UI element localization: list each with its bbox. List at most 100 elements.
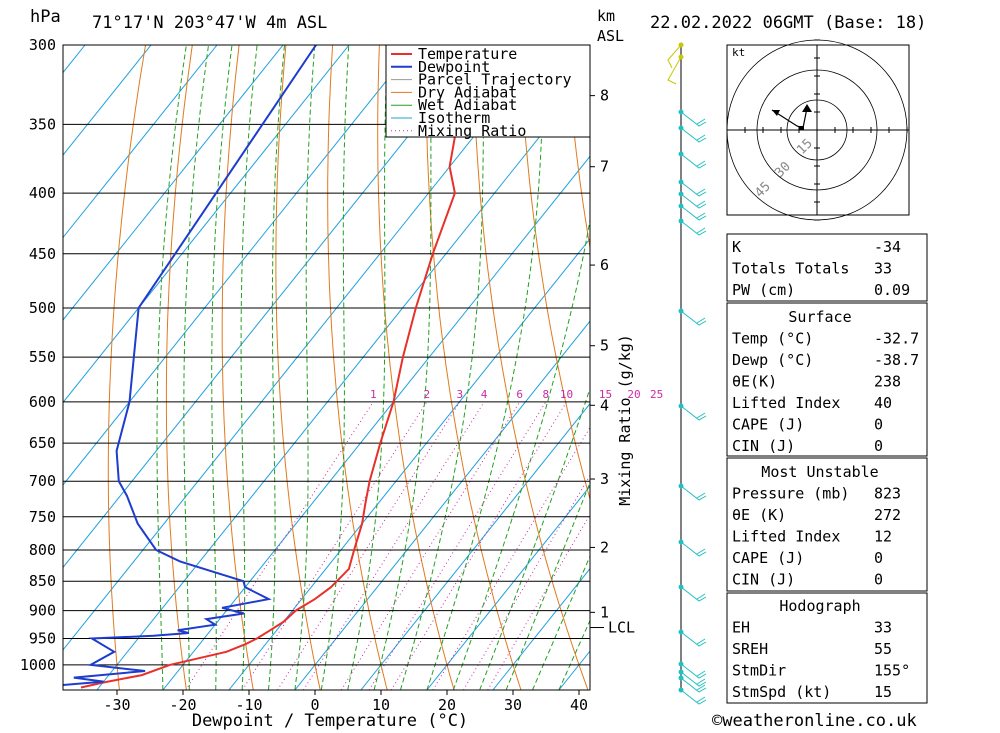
- wet-adiabat-line: [479, 387, 590, 690]
- table-row-value: 33: [874, 619, 892, 637]
- isotherm-line: [426, 485, 590, 690]
- dry-adiabat-line: [107, 45, 146, 690]
- pressure-tick-label: 750: [29, 508, 56, 526]
- table-row-label: Lifted Index: [732, 528, 840, 546]
- pressure-tick-label: 300: [29, 36, 56, 54]
- wind-barb: [680, 663, 707, 679]
- x-tick-label: 30: [504, 696, 522, 714]
- km-tick-label: 1: [600, 603, 609, 621]
- table-row-value: 0: [874, 416, 883, 434]
- pressure-tick-label: 950: [29, 629, 56, 647]
- hodograph-unit: kt: [732, 46, 745, 59]
- table-row-value: 238: [874, 373, 901, 391]
- mixing-ratio-line: [277, 401, 461, 690]
- pressure-tick-label: 500: [29, 299, 56, 317]
- km-tick-label: 6: [600, 256, 609, 274]
- wet-adiabat-line: [400, 45, 485, 690]
- km-tick-label: 7: [600, 158, 609, 176]
- x-axis-title: Dewpoint / Temperature (°C): [192, 711, 468, 731]
- wind-barb-flag: [696, 696, 706, 703]
- mixing-ratio-label: 4: [481, 388, 488, 401]
- wind-barb: [680, 485, 707, 501]
- table-row-value: 15: [874, 683, 892, 701]
- datetime-label: 22.02.2022 06GMT (Base: 18): [650, 13, 926, 33]
- wind-barb-flag: [696, 492, 706, 499]
- table-row-label: θE (K): [732, 506, 786, 524]
- dry-adiabat-line: [221, 45, 254, 690]
- table-row-label: PW (cm): [732, 281, 795, 299]
- table-row-value: 272: [874, 506, 901, 524]
- table-row-label: Totals Totals: [732, 260, 849, 278]
- km-tick-label: 5: [600, 337, 609, 355]
- asl-label: ASL: [597, 27, 624, 45]
- legend-label: Wet Adiabat: [418, 96, 517, 114]
- table-row-value: 33: [874, 260, 892, 278]
- mixing-ratio-line: [302, 401, 485, 690]
- hodograph-origin-marker: [799, 126, 804, 130]
- profiles: [63, 45, 469, 689]
- table-row-value: -38.7: [874, 351, 919, 369]
- profile-line-temperature: [80, 45, 469, 689]
- pressure-tick-label: 400: [29, 184, 56, 202]
- most_unstable-title: Most Unstable: [761, 463, 878, 481]
- mixing-ratio-line: [463, 474, 590, 690]
- wind-barb-flag: [696, 638, 706, 645]
- dry-adiabat-line: [275, 45, 321, 690]
- wind-barb: [680, 677, 707, 693]
- mixing-ratio-axis-title: Mixing Ratio (g/kg): [616, 334, 634, 506]
- km-tick-label: 4: [600, 396, 609, 414]
- wet-adiabat-line: [183, 45, 209, 690]
- table-row-value: 155°: [874, 662, 910, 680]
- mixing-ratio-line: [487, 513, 590, 690]
- table-row-label: EH: [732, 619, 750, 637]
- wind-barb: [680, 220, 707, 236]
- legend-label: Isotherm: [418, 109, 490, 127]
- wet-adiabat-line: [426, 45, 545, 690]
- hodograph-table-box: [726, 592, 928, 704]
- wet-adiabat-line: [211, 45, 233, 690]
- wind-barb-flag: [696, 188, 706, 195]
- table-row-value: 0: [874, 549, 883, 567]
- wind-barb: [680, 541, 707, 557]
- isotherm-line: [63, 45, 218, 239]
- isotherm-line: [63, 45, 548, 651]
- wind-barb-flag: [696, 160, 706, 167]
- table-row-label: CAPE (J): [732, 549, 804, 567]
- pressure-tick-label: 900: [29, 602, 56, 620]
- hodograph-trace-arrow: [772, 110, 780, 116]
- mixing-ratio-label: 2: [423, 388, 430, 401]
- mixing-ratio-label: 15: [599, 388, 612, 401]
- x-tick-label: -20: [169, 696, 196, 714]
- wind-barb: [680, 153, 707, 169]
- wind-barb-flag: [696, 200, 706, 207]
- isotherm-line: [360, 402, 590, 690]
- table-row-value: 0: [874, 437, 883, 455]
- wet-adiabat-line: [373, 45, 433, 690]
- table-row-value: 823: [874, 485, 901, 503]
- dry-adiabat-line: [566, 45, 590, 251]
- legend-label: Mixing Ratio: [418, 122, 526, 140]
- mixing-ratio-line: [390, 401, 567, 690]
- pressure-tick-label: 700: [29, 472, 56, 490]
- mixing-ratio-label: 6: [516, 388, 523, 401]
- table-row-label: CIN (J): [732, 571, 795, 589]
- table-row-label: CIN (J): [732, 437, 795, 455]
- wind-barb-flag: [696, 317, 706, 324]
- pressure-tick-label: 650: [29, 434, 56, 452]
- legend-label: Parcel Trajectory: [418, 71, 572, 89]
- table-row-value: 0.09: [874, 281, 910, 299]
- dry-adiabat-line: [327, 45, 388, 690]
- dry-adiabat-line: [472, 45, 589, 690]
- pressure-tick-label: 850: [29, 572, 56, 590]
- legend-label: Dry Adiabat: [418, 83, 517, 101]
- wind-barb: [680, 689, 707, 705]
- isotherm-line: [63, 45, 152, 156]
- mixing-ratio-label: 1: [370, 388, 377, 401]
- pressure-tick-label: 600: [29, 393, 56, 411]
- dry-adiabat-line: [988, 45, 1000, 690]
- wind-barb: [680, 631, 707, 647]
- wind-barb-flag: [696, 134, 706, 141]
- wind-profile: [667, 42, 707, 705]
- mixing-ratio-line: [241, 401, 428, 690]
